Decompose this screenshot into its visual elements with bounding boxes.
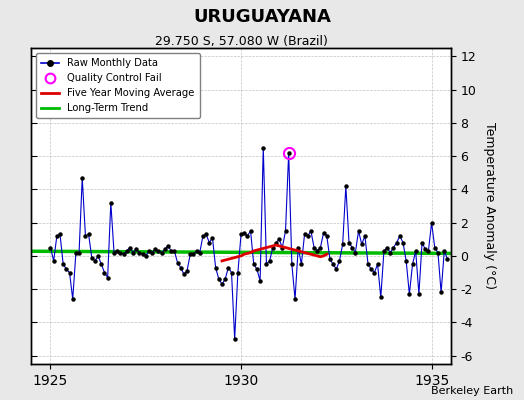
Legend: Raw Monthly Data, Quality Control Fail, Five Year Moving Average, Long-Term Tren: Raw Monthly Data, Quality Control Fail, … bbox=[37, 53, 200, 118]
Text: Berkeley Earth: Berkeley Earth bbox=[431, 386, 514, 396]
Title: 29.750 S, 57.080 W (Brazil): 29.750 S, 57.080 W (Brazil) bbox=[155, 35, 328, 48]
Text: URUGUAYANA: URUGUAYANA bbox=[193, 8, 331, 26]
Y-axis label: Temperature Anomaly (°C): Temperature Anomaly (°C) bbox=[483, 122, 496, 290]
